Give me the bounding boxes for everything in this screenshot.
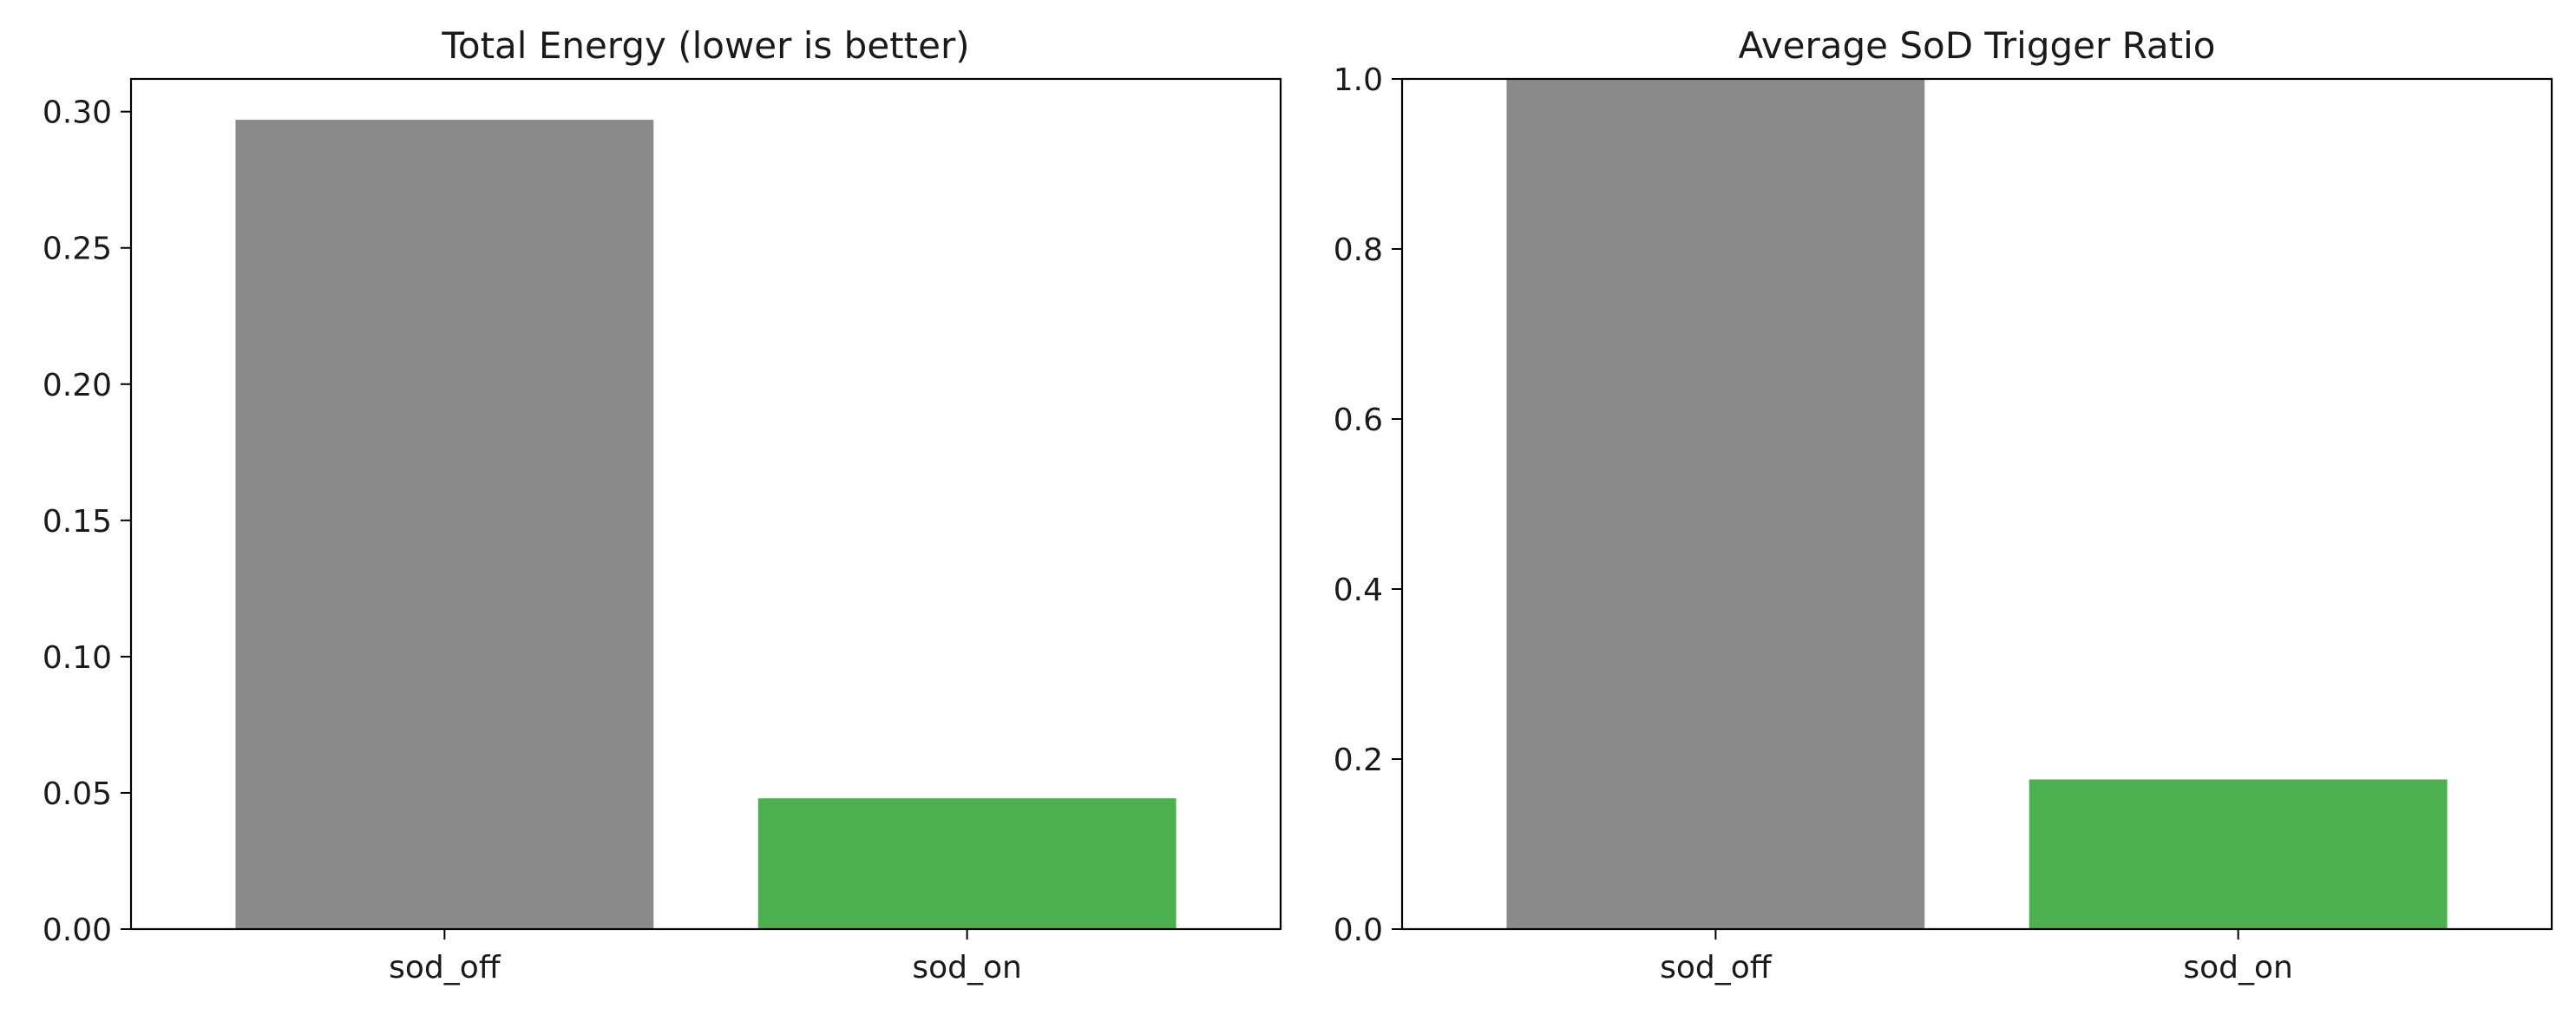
trigger-ratio-bar-sod-off [1506,79,1925,929]
energy-bar-sod-off [235,120,654,930]
trigger-ratio-y-tick-label: 0.0 [1334,913,1383,948]
energy-chart-title: Total Energy (lower is better) [441,24,969,67]
energy-y-tick-label: 0.20 [43,368,112,403]
energy-y-tick-label: 0.30 [43,95,112,131]
energy-y-tick-label: 0.00 [43,913,112,948]
energy-chart: Total Energy (lower is better) 0.00 0.05 0… [43,24,1282,986]
energy-bar-sod-on [757,798,1177,929]
energy-y-tick-label: 0.25 [43,232,112,267]
energy-y-tick-label: 0.15 [43,504,112,540]
energy-x-tick-label: sod_on [912,950,1021,986]
trigger-ratio-chart-title: Average SoD Trigger Ratio [1739,24,2216,67]
trigger-ratio-x-tick-label: sod_off [1660,950,1773,986]
energy-y-tick-label: 0.10 [43,640,112,676]
trigger-ratio-axes-frame [1400,77,2553,931]
energy-axes-frame [129,77,1282,931]
trigger-ratio-y-tick-label: 0.4 [1334,573,1383,608]
trigger-ratio-bar-sod-on [2029,779,2448,929]
trigger-ratio-y-tick-label: 1.0 [1334,62,1383,98]
trigger-ratio-y-tick-label: 0.2 [1334,743,1383,778]
trigger-ratio-x-tick-label: sod_on [2183,950,2292,986]
trigger-ratio-y-tick-label: 0.8 [1334,232,1383,268]
trigger-ratio-y-tick-label: 0.6 [1334,403,1383,438]
energy-y-tick-label: 0.05 [43,776,112,812]
energy-x-tick-label: sod_off [389,950,501,986]
trigger-ratio-chart: Average SoD Trigger Ratio 0.0 0.2 0.4 0.6 0.… [1334,24,2553,986]
